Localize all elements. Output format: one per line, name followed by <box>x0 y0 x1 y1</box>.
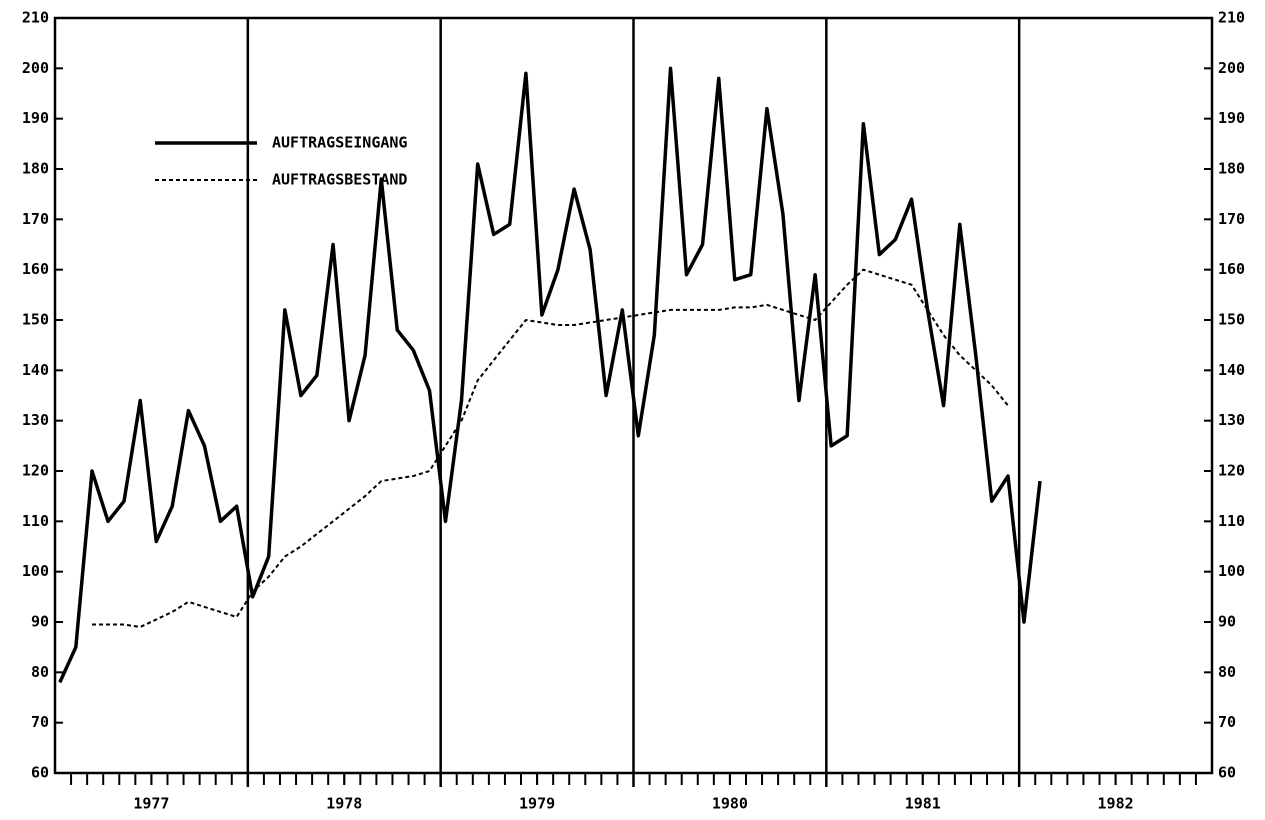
y-tick-label: 160 <box>22 260 49 278</box>
x-tick-label: 1979 <box>519 795 555 813</box>
y-tick-label: 100 <box>22 562 49 580</box>
x-tick-label: 1981 <box>905 795 941 813</box>
y2-tick-label: 150 <box>1218 311 1245 329</box>
y2-tick-label: 60 <box>1218 764 1236 782</box>
y2-tick-label: 180 <box>1218 160 1245 178</box>
y2-tick-label: 70 <box>1218 713 1236 731</box>
x-tick-label: 1978 <box>326 795 362 813</box>
y-tick-label: 200 <box>22 59 49 77</box>
y2-tick-label: 210 <box>1218 9 1245 27</box>
legend-label: AUFTRAGSBESTAND <box>272 171 407 189</box>
data-line <box>58 66 1042 684</box>
y-tick-label: 190 <box>22 109 49 127</box>
y2-tick-label: 140 <box>1218 361 1245 379</box>
y2-tick-label: 80 <box>1218 663 1236 681</box>
y-tick-label: 140 <box>22 361 49 379</box>
x-tick-label: 1977 <box>133 795 169 813</box>
y2-tick-label: 90 <box>1218 613 1236 631</box>
y-tick-label: 90 <box>31 613 49 631</box>
y2-tick-label: 160 <box>1218 260 1245 278</box>
legend-label: AUFTRAGSEINGANG <box>272 134 407 152</box>
y2-tick-label: 120 <box>1218 462 1245 480</box>
y2-tick-label: 170 <box>1218 210 1245 228</box>
y-tick-label: 180 <box>22 160 49 178</box>
y-tick-label: 60 <box>31 764 49 782</box>
y2-tick-label: 200 <box>1218 59 1245 77</box>
y-tick-label: 210 <box>22 9 49 27</box>
y-tick-label: 80 <box>31 663 49 681</box>
y2-tick-label: 190 <box>1218 109 1245 127</box>
y2-tick-label: 110 <box>1218 512 1245 530</box>
y2-tick-label: 100 <box>1218 562 1245 580</box>
y-tick-label: 170 <box>22 210 49 228</box>
y-tick-label: 150 <box>22 311 49 329</box>
y-tick-label: 110 <box>22 512 49 530</box>
y-tick-label: 130 <box>22 411 49 429</box>
y2-tick-label: 130 <box>1218 411 1245 429</box>
y-tick-label: 120 <box>22 462 49 480</box>
data-line <box>92 268 1009 629</box>
x-tick-label: 1980 <box>712 795 748 813</box>
x-tick-label: 1982 <box>1098 795 1134 813</box>
y-tick-label: 70 <box>31 713 49 731</box>
